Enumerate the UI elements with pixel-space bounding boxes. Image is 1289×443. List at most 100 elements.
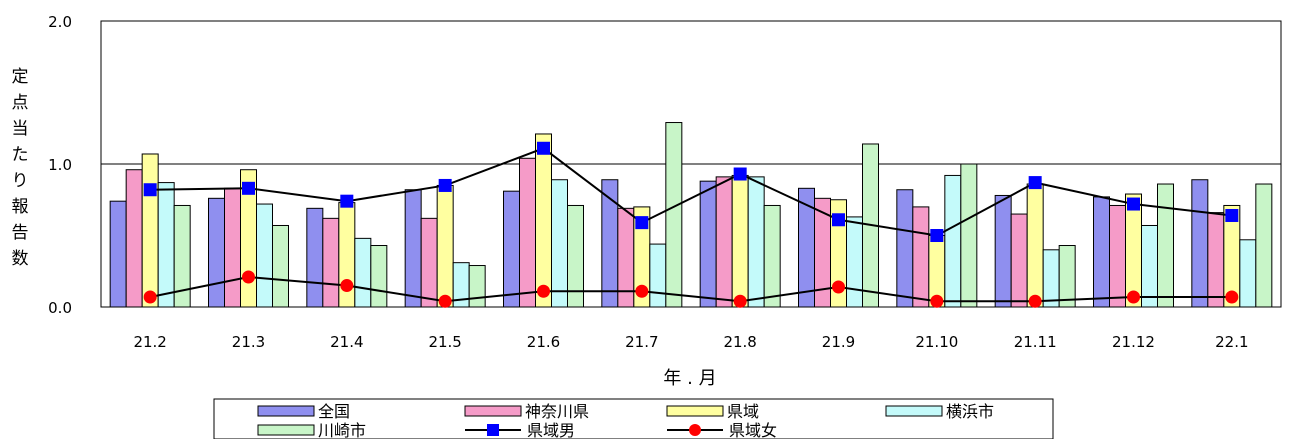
bar-1-10	[1109, 204, 1126, 308]
point-6-4	[537, 284, 550, 298]
legend-label-1: 神奈川県	[525, 402, 589, 421]
point-5-3	[438, 178, 452, 192]
bar-4-4	[567, 204, 584, 308]
bar-4-11	[1255, 183, 1273, 308]
point-6-3	[438, 294, 452, 308]
point-6-5	[635, 284, 649, 298]
x-tick-label: 21.9	[822, 333, 855, 351]
point-5-5	[635, 216, 649, 230]
point-6-7	[832, 280, 845, 294]
bar-3-1	[256, 203, 273, 308]
bar-0-3	[404, 189, 422, 308]
bar-3-6	[747, 176, 765, 308]
bar-3-7	[846, 216, 863, 308]
bar-0-9	[994, 194, 1012, 308]
bar-4-6	[763, 204, 781, 308]
point-6-6	[733, 294, 747, 308]
bar-0-10	[1093, 196, 1110, 308]
bar-1-9	[1010, 213, 1028, 308]
x-tick-label: 21.5	[428, 333, 461, 351]
x-tick-label: 21.2	[133, 333, 166, 351]
bar-2-3	[436, 184, 454, 308]
plot-area	[100, 20, 1282, 308]
bar-3-4	[551, 179, 568, 308]
bar-2-4	[535, 133, 552, 308]
bar-0-0	[109, 200, 127, 308]
y-tick-label: 1.0	[48, 156, 72, 174]
bar-4-0	[173, 204, 191, 308]
series-line-5	[150, 147, 1232, 237]
point-5-9	[1028, 176, 1042, 190]
bar-1-3	[420, 217, 438, 308]
bar-1-11	[1207, 212, 1225, 308]
bar-0-7	[798, 187, 815, 308]
legend-swatch-2	[666, 405, 724, 417]
x-tick-label: 21.7	[625, 333, 658, 351]
legend-label-2: 県域	[727, 402, 759, 421]
bar-3-8	[944, 174, 962, 308]
bar-2-9	[1026, 183, 1044, 308]
bar-1-0	[125, 169, 143, 308]
legend-label-4: 川崎市	[318, 421, 366, 439]
bar-3-11	[1239, 239, 1257, 308]
legend-label-6: 県域女	[729, 421, 777, 439]
point-5-4	[537, 141, 550, 155]
x-tick-label: 21.10	[915, 333, 958, 351]
bar-3-9	[1042, 249, 1060, 308]
legend-swatch-1	[464, 405, 522, 417]
point-6-11	[1225, 290, 1239, 304]
bar-2-6	[731, 174, 749, 308]
point-6-2	[340, 279, 354, 293]
bar-3-10	[1141, 224, 1158, 308]
legend-marker-5	[487, 424, 499, 436]
bar-3-0	[157, 182, 175, 308]
point-6-1	[242, 270, 255, 284]
bar-4-5	[665, 122, 683, 308]
bar-4-10	[1157, 183, 1174, 308]
point-5-1	[242, 181, 255, 195]
point-6-0	[143, 290, 157, 304]
legend-label-5: 県域男	[527, 421, 575, 439]
x-axis-label: 年 . 月	[663, 368, 716, 389]
point-5-8	[930, 229, 944, 242]
y-tick-label: 2.0	[48, 13, 72, 31]
bar-0-2	[306, 207, 324, 308]
x-tick-label: 21.8	[723, 333, 756, 351]
bar-1-8	[912, 206, 930, 308]
bar-1-6	[715, 176, 733, 308]
bar-3-2	[354, 237, 372, 308]
series-line-6	[149, 275, 1232, 303]
point-6-10	[1127, 290, 1140, 304]
point-6-8	[930, 294, 944, 308]
x-tick-label: 21.4	[330, 333, 363, 351]
bar-1-4	[519, 157, 536, 308]
bar-4-2	[370, 245, 388, 308]
point-5-6	[733, 167, 747, 181]
legend-swatch-0	[257, 405, 315, 417]
legend-swatch-3	[885, 405, 943, 417]
bar-3-5	[649, 243, 667, 308]
bar-4-1	[272, 224, 289, 308]
point-5-7	[832, 213, 845, 227]
x-tick-label: 21.12	[1112, 333, 1155, 351]
bar-4-8	[960, 163, 978, 308]
x-tick-label: 22.1	[1215, 333, 1248, 351]
bar-4-9	[1058, 245, 1076, 308]
bar-0-8	[896, 189, 914, 308]
bar-0-6	[699, 180, 717, 308]
y-axis-label: 定点当たり報告数	[12, 67, 29, 269]
bar-0-4	[503, 190, 520, 308]
bar-1-1	[224, 187, 241, 308]
point-5-2	[340, 194, 354, 208]
bar-2-0	[141, 153, 159, 308]
bar-2-10	[1125, 193, 1142, 308]
y-tick-label: 0.0	[48, 299, 72, 317]
legend-swatch-4	[257, 424, 315, 436]
bar-0-11	[1191, 179, 1209, 308]
bar-4-3	[468, 265, 486, 308]
x-tick-label: 21.11	[1014, 333, 1057, 351]
point-6-9	[1028, 294, 1042, 308]
